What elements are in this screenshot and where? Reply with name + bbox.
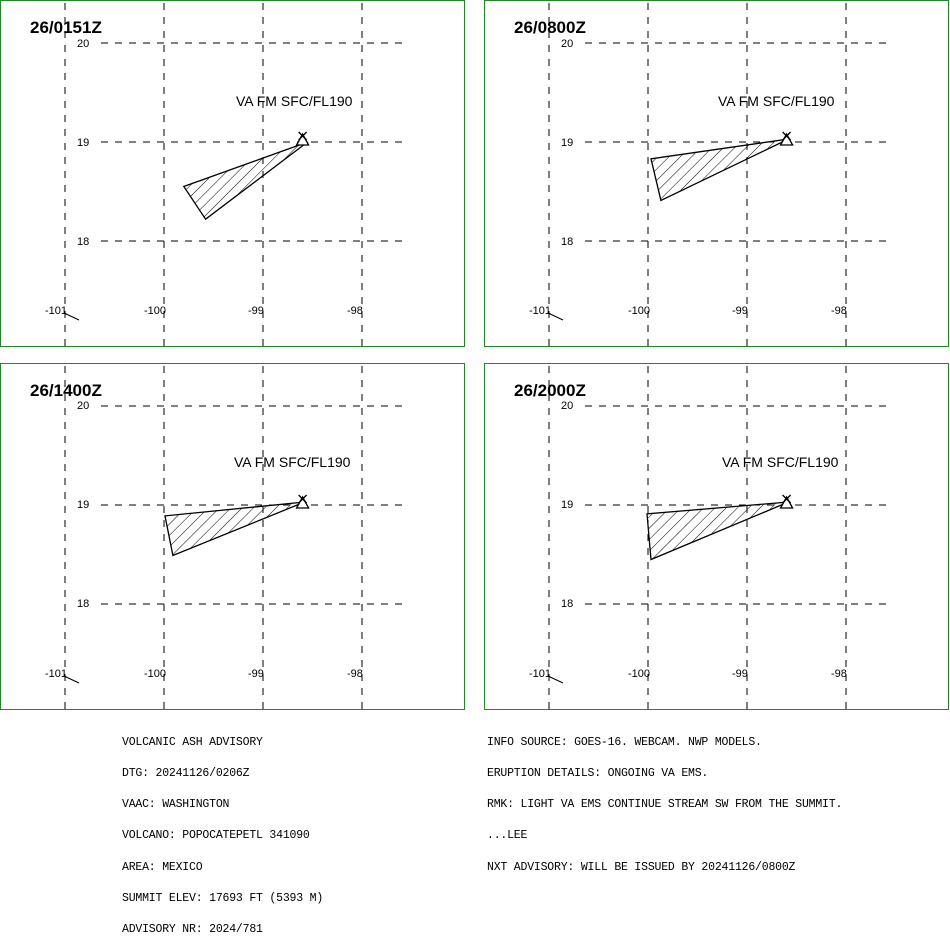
lon-label--99: -99 xyxy=(732,668,748,680)
volcano-cross-line xyxy=(298,131,308,141)
advisory-info-source: INFO SOURCE: GOES-16. WEBCAM. NWP MODELS… xyxy=(487,735,762,749)
graticule xyxy=(547,3,889,346)
advisory-area: AREA: MEXICO xyxy=(122,860,203,874)
volcano-cross-line xyxy=(782,131,792,141)
lon-label--101: -101 xyxy=(45,305,67,317)
volcano-triangle-icon xyxy=(295,131,310,146)
corner-tick xyxy=(63,312,80,321)
lat-label-18: 18 xyxy=(561,598,573,610)
lat-label-19: 19 xyxy=(77,499,89,511)
lon-label--98: -98 xyxy=(831,305,847,317)
lat-label-20: 20 xyxy=(77,400,89,412)
advisory-remarks: RMK: LIGHT VA EMS CONTINUE STREAM SW FRO… xyxy=(487,798,843,812)
lon-label--100: -100 xyxy=(144,668,166,680)
lon-label--99: -99 xyxy=(248,305,264,317)
map-canvas: 20 19 18 -101 -100 -99 -98 VA FM SFC/FL1… xyxy=(45,366,405,709)
lon-label--100: -100 xyxy=(628,305,650,317)
lat-label-18: 18 xyxy=(77,598,89,610)
volcano-triangle-icon xyxy=(295,494,310,509)
ash-altitude-label: VA FM SFC/FL190 xyxy=(236,93,353,109)
lon-label--98: -98 xyxy=(831,668,847,680)
corner-tick xyxy=(547,312,564,321)
lon-label--99: -99 xyxy=(732,305,748,317)
volcano-cross-line xyxy=(298,494,308,504)
lat-label-19: 19 xyxy=(561,137,573,149)
volcano-triangle-icon xyxy=(779,494,794,509)
advisory-header-block: VOLCANIC ASH ADVISORY DTG: 20241126/0206… xyxy=(122,717,323,946)
ash-altitude-label: VA FM SFC/FL190 xyxy=(718,93,835,109)
lon-label--101: -101 xyxy=(529,668,551,680)
ash-polygon xyxy=(650,138,789,202)
advisory-next: NXT ADVISORY: WILL BE ISSUED BY 20241126… xyxy=(487,860,796,874)
volcano-cross-line xyxy=(782,494,792,504)
advisory-forecaster: ...LEE xyxy=(487,829,528,843)
ash-altitude-label: VA FM SFC/FL190 xyxy=(722,454,839,470)
advisory-details-block: INFO SOURCE: GOES-16. WEBCAM. NWP MODELS… xyxy=(487,717,842,883)
map-canvas: 20 19 18 -101 -100 -99 -98 VA FM SFC/FL1… xyxy=(529,3,889,346)
graticule xyxy=(63,366,405,709)
panel-time: 26/0800Z xyxy=(514,18,586,37)
ash-polygon xyxy=(646,501,789,561)
advisory-summit-elev: SUMMIT ELEV: 17693 FT (5393 M) xyxy=(122,891,324,905)
ash-polygon xyxy=(182,141,308,221)
advisory-title: VOLCANIC ASH ADVISORY xyxy=(122,735,263,749)
lat-label-18: 18 xyxy=(77,236,89,248)
lon-label--101: -101 xyxy=(45,668,67,680)
corner-tick xyxy=(547,675,564,684)
map-panel-2: 26/0800Z 20 19 18 -101 -100 -99 -98 VA F… xyxy=(484,0,949,347)
map-panel-1: 26/0151Z 20 19 18 -101 -100 -99 -98 VA F… xyxy=(0,0,465,347)
ash-cloud-area xyxy=(646,501,789,561)
lon-label--99: -99 xyxy=(248,668,264,680)
advisory-vaac: VAAC: WASHINGTON xyxy=(122,798,230,812)
lat-label-19: 19 xyxy=(77,137,89,149)
panel-time: 26/0151Z xyxy=(30,18,102,37)
lat-label-19: 19 xyxy=(561,499,573,511)
corner-tick xyxy=(63,675,80,684)
map-panel-3: 26/1400Z 20 19 18 -101 -100 -99 -98 VA F… xyxy=(0,363,465,710)
map-canvas: 20 19 18 -101 -100 -99 -98 VA FM SFC/FL1… xyxy=(45,3,405,346)
lon-label--101: -101 xyxy=(529,305,551,317)
lat-label-20: 20 xyxy=(561,38,573,50)
advisory-number: ADVISORY NR: 2024/781 xyxy=(122,923,263,937)
map-canvas: 20 19 18 -101 -100 -99 -98 VA FM SFC/FL1… xyxy=(529,366,889,709)
panel-time: 26/1400Z xyxy=(30,381,102,400)
lon-label--100: -100 xyxy=(628,668,650,680)
volcano-triangle-icon xyxy=(779,131,794,146)
ash-cloud-area xyxy=(164,501,305,557)
panel-time: 26/2000Z xyxy=(514,381,586,400)
advisory-volcano: VOLCANO: POPOCATEPETL 341090 xyxy=(122,829,310,843)
lat-label-20: 20 xyxy=(77,38,89,50)
ash-altitude-label: VA FM SFC/FL190 xyxy=(234,454,351,470)
lat-label-18: 18 xyxy=(561,236,573,248)
lon-label--98: -98 xyxy=(347,305,363,317)
graticule xyxy=(547,366,889,709)
advisory-dtg: DTG: 20241126/0206Z xyxy=(122,767,250,781)
ash-polygon xyxy=(164,501,305,557)
advisory-eruption-details: ERUPTION DETAILS: ONGOING VA EMS. xyxy=(487,767,709,781)
lat-label-20: 20 xyxy=(561,400,573,412)
ash-cloud-area xyxy=(182,141,308,221)
map-panel-4: 26/2000Z 20 19 18 -101 -100 -99 -98 VA F… xyxy=(484,363,949,710)
ash-cloud-area xyxy=(650,138,789,202)
lon-label--98: -98 xyxy=(347,668,363,680)
lon-label--100: -100 xyxy=(144,305,166,317)
